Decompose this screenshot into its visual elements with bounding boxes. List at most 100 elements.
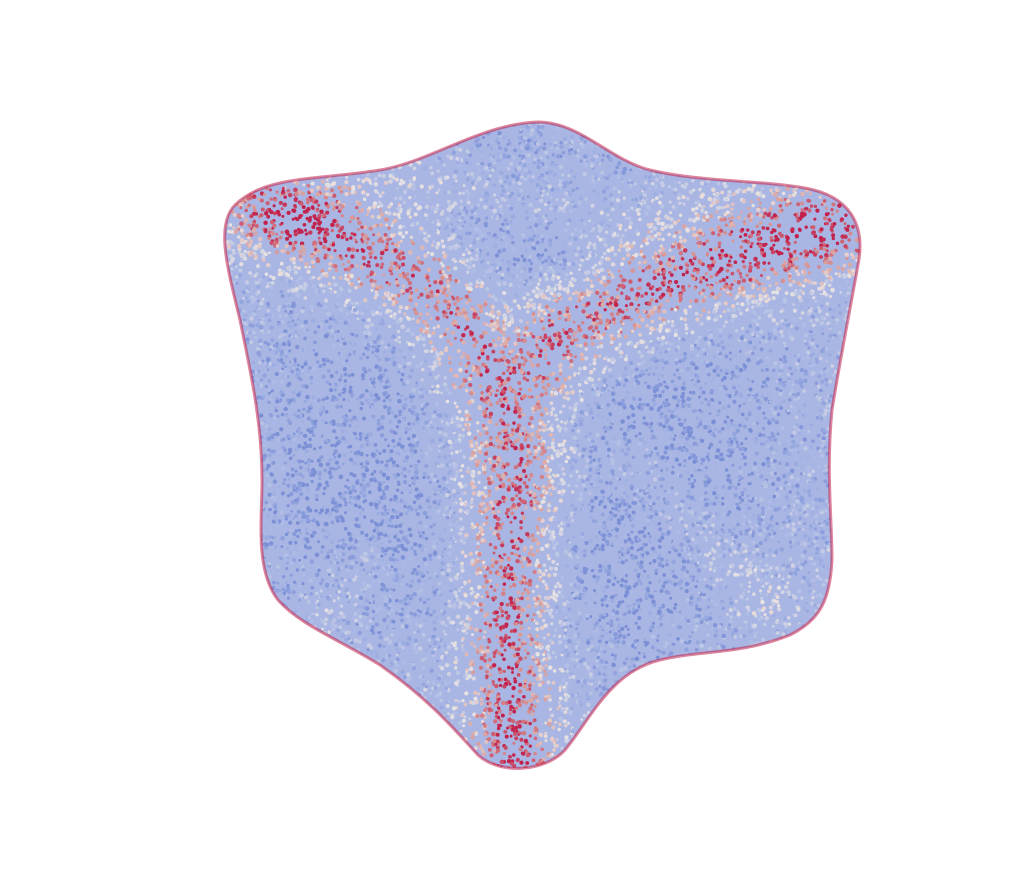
point — [672, 220, 678, 226]
point — [340, 688, 344, 693]
point — [418, 116, 422, 120]
point — [758, 776, 762, 780]
point — [263, 734, 268, 739]
point — [616, 161, 622, 166]
point — [445, 480, 449, 484]
point — [220, 364, 223, 367]
point — [428, 713, 432, 717]
point — [225, 194, 231, 199]
point — [787, 666, 791, 670]
point — [793, 640, 797, 645]
point — [302, 636, 307, 641]
point — [540, 464, 544, 469]
point — [407, 757, 411, 762]
point — [629, 516, 634, 521]
point — [844, 461, 848, 465]
point — [627, 757, 633, 763]
point — [621, 322, 625, 326]
point — [224, 257, 225, 262]
point — [292, 260, 296, 265]
point — [868, 377, 872, 381]
point — [662, 770, 666, 774]
point — [568, 676, 572, 680]
point — [691, 390, 696, 395]
point — [228, 142, 233, 146]
point — [847, 557, 851, 561]
point — [332, 452, 336, 456]
point — [280, 230, 284, 234]
point — [344, 511, 347, 515]
point — [239, 228, 245, 233]
point — [812, 647, 817, 652]
point — [634, 747, 638, 751]
point — [867, 721, 871, 725]
point — [754, 771, 757, 774]
point — [721, 277, 726, 283]
point — [237, 769, 240, 772]
point — [485, 676, 489, 680]
point — [785, 689, 789, 693]
point — [508, 596, 514, 601]
point — [738, 738, 743, 743]
point — [242, 168, 246, 172]
point — [525, 613, 530, 618]
point — [807, 628, 812, 633]
point — [583, 140, 587, 144]
point — [619, 771, 623, 775]
point — [257, 582, 262, 586]
point — [321, 627, 325, 631]
point — [558, 704, 562, 708]
point — [764, 616, 770, 621]
point — [409, 368, 415, 373]
point — [861, 451, 864, 454]
point — [547, 238, 553, 243]
point — [296, 164, 300, 169]
point — [712, 145, 718, 151]
point — [547, 446, 551, 450]
point — [252, 425, 256, 430]
point — [863, 755, 867, 759]
point — [831, 720, 836, 725]
point — [844, 427, 849, 432]
point — [397, 398, 402, 404]
point — [802, 639, 807, 645]
point — [249, 340, 253, 345]
point — [669, 619, 674, 624]
point — [819, 163, 825, 169]
point — [803, 378, 808, 384]
point — [863, 713, 867, 717]
point — [863, 454, 867, 458]
point — [798, 769, 802, 773]
point — [534, 601, 539, 606]
point — [269, 628, 274, 632]
point — [606, 760, 611, 765]
point — [303, 153, 309, 158]
point — [347, 685, 351, 689]
point — [537, 442, 541, 446]
point — [829, 132, 833, 136]
point — [455, 416, 460, 421]
point — [840, 393, 845, 398]
point — [477, 168, 482, 173]
point — [328, 709, 333, 714]
point — [400, 471, 404, 475]
point — [469, 659, 474, 664]
point — [491, 680, 495, 684]
point — [250, 505, 254, 509]
point — [665, 562, 669, 567]
point — [557, 490, 562, 495]
point — [504, 734, 509, 739]
point — [298, 154, 303, 159]
point — [265, 513, 270, 518]
point — [706, 360, 709, 364]
point — [857, 134, 860, 139]
point — [864, 523, 867, 526]
point — [488, 542, 493, 547]
point — [315, 777, 318, 780]
point — [344, 731, 348, 736]
point — [427, 750, 432, 755]
point — [701, 150, 705, 154]
point — [842, 545, 847, 551]
point — [361, 376, 365, 381]
point — [659, 484, 664, 488]
